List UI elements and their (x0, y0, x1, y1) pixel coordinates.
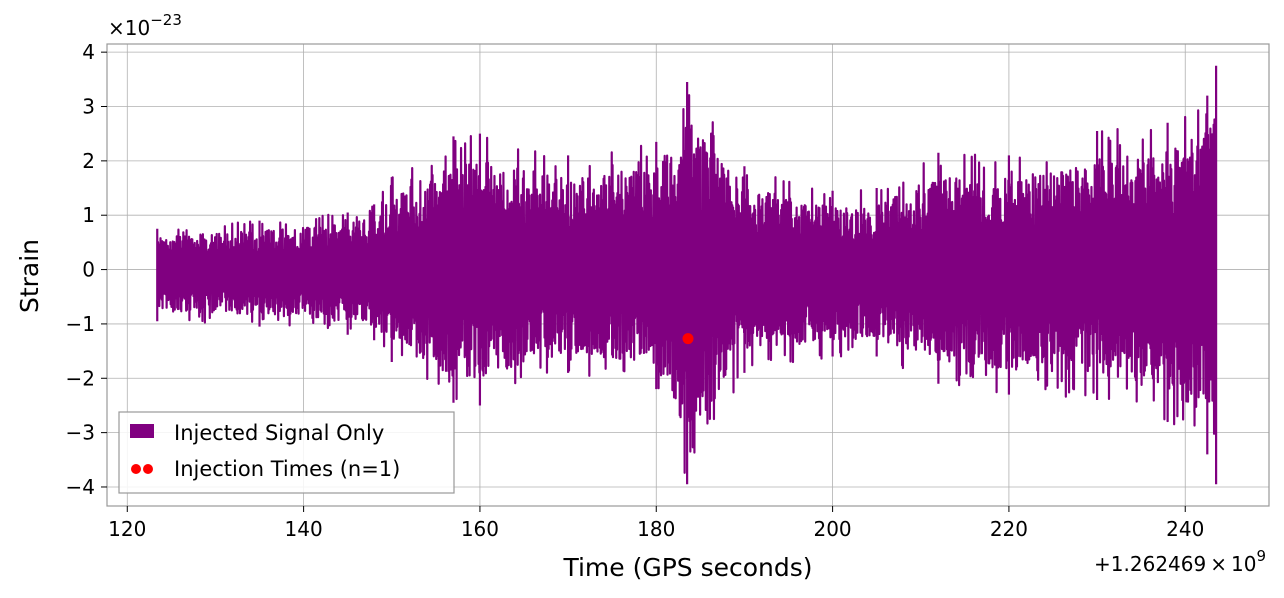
y-scale-factor: ×10−23 (108, 11, 182, 40)
legend-marker-injection-2 (143, 464, 153, 474)
x-offset-factor: +1.262469 × 109 (1094, 547, 1266, 576)
injection-points (682, 333, 694, 345)
x-tick-label-2: 160 (461, 517, 499, 541)
legend-swatch-signal (130, 424, 154, 438)
y-tick-label-4: 0 (82, 258, 95, 282)
x-tick-label-0: 120 (108, 517, 146, 541)
y-tick-label-3: −1 (66, 312, 95, 336)
legend-label-signal: Injected Signal Only (174, 421, 384, 445)
signal-line (156, 65, 1218, 485)
x-tick-label-4: 200 (813, 517, 851, 541)
legend-box (118, 411, 455, 494)
x-ticks: 120 140 160 180 200 220 240 (108, 506, 1204, 541)
x-tick-label-1: 140 (285, 517, 323, 541)
y-axis-label: Strain (15, 239, 44, 313)
injection-point-0 (682, 333, 694, 345)
y-tick-label-1: −3 (66, 421, 95, 445)
legend-marker-injection-1 (131, 464, 141, 474)
y-ticks: −4 −3 −2 −1 0 1 2 3 4 (66, 40, 107, 499)
legend: Injected Signal Only Injection Times (n=… (118, 411, 455, 494)
y-tick-label-2: −2 (66, 366, 95, 390)
signal-series (156, 65, 1218, 485)
y-tick-label-5: 1 (82, 203, 95, 227)
x-tick-label-5: 220 (990, 517, 1028, 541)
x-tick-label-6: 240 (1166, 517, 1204, 541)
plot-frame (106, 43, 1270, 507)
y-tick-label-0: −4 (66, 475, 95, 499)
y-tick-label-6: 2 (82, 149, 95, 173)
legend-label-injection: Injection Times (n=1) (174, 457, 400, 481)
x-axis-label: Time (GPS seconds) (562, 553, 812, 582)
x-tick-label-3: 180 (637, 517, 675, 541)
y-tick-label-8: 4 (82, 40, 95, 64)
y-tick-label-7: 3 (82, 95, 95, 119)
